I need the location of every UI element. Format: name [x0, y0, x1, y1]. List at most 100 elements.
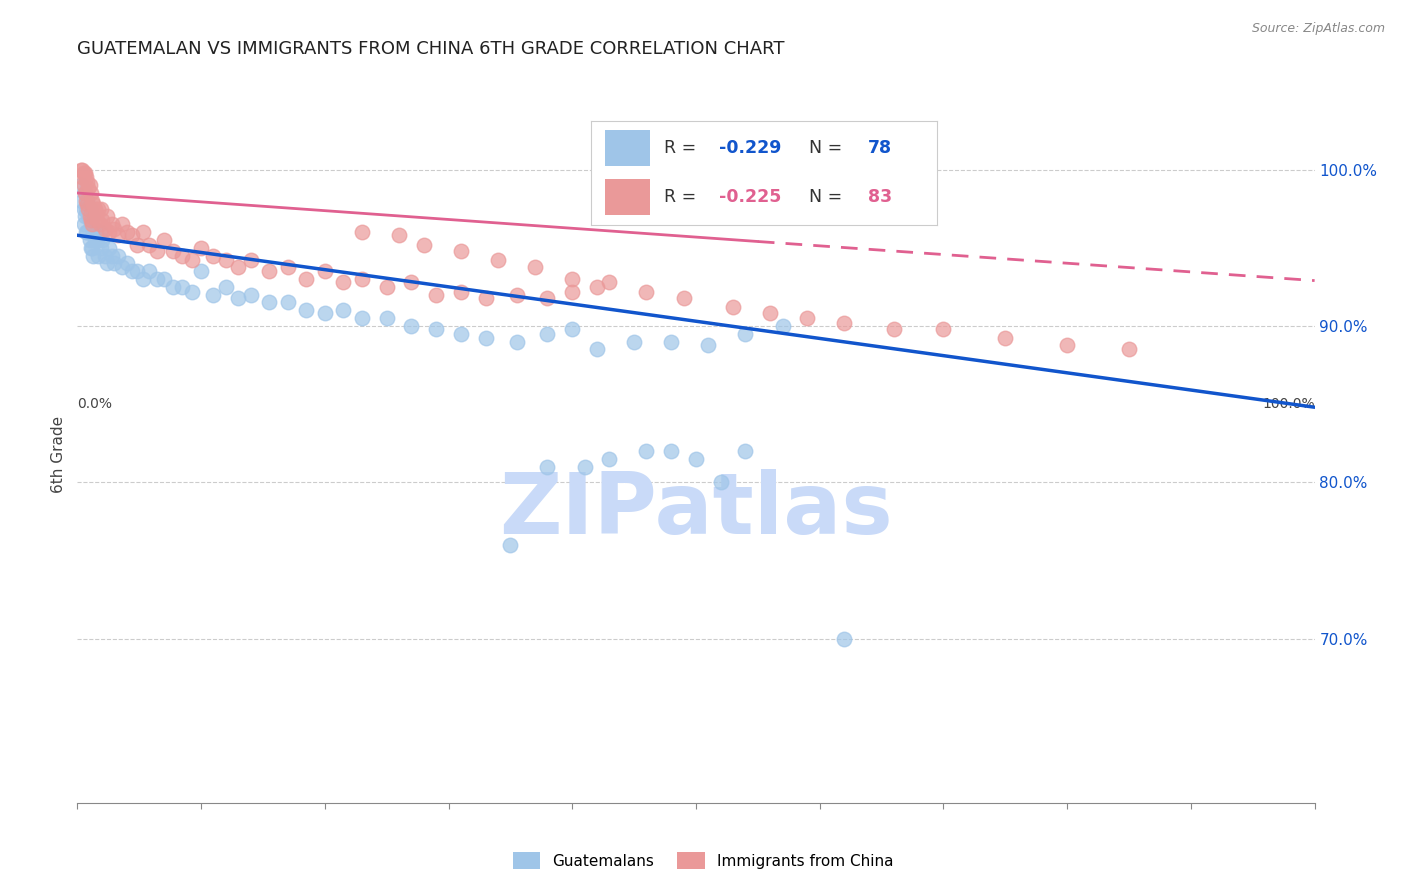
- Point: [172, 249, 194, 263]
- Point: [72, 166, 94, 180]
- Point: [524, 260, 547, 274]
- Point: [796, 311, 818, 326]
- Point: [93, 249, 115, 263]
- Point: [181, 253, 204, 268]
- Point: [350, 272, 373, 286]
- Text: -0.225: -0.225: [718, 188, 782, 206]
- Point: [132, 272, 155, 286]
- Point: [412, 237, 434, 252]
- Point: [96, 210, 118, 224]
- Point: [350, 311, 373, 326]
- Point: [561, 322, 583, 336]
- Point: [93, 222, 115, 236]
- Point: [72, 194, 94, 208]
- Point: [73, 210, 96, 224]
- Point: [375, 280, 398, 294]
- Point: [96, 256, 118, 270]
- Point: [121, 228, 143, 243]
- Point: [598, 451, 620, 466]
- Point: [772, 318, 794, 333]
- Point: [70, 162, 93, 177]
- Point: [80, 217, 103, 231]
- Point: [425, 287, 447, 301]
- Text: R =: R =: [664, 139, 702, 157]
- Point: [84, 206, 107, 220]
- Point: [115, 225, 138, 239]
- Text: 100.0%: 100.0%: [1263, 397, 1315, 411]
- Point: [115, 256, 138, 270]
- Text: ZIPatlas: ZIPatlas: [499, 469, 893, 552]
- Point: [75, 225, 97, 239]
- Point: [79, 233, 101, 247]
- Point: [401, 318, 423, 333]
- Point: [79, 178, 101, 193]
- Point: [239, 287, 262, 301]
- Point: [505, 287, 527, 301]
- Bar: [605, 130, 650, 166]
- Text: N =: N =: [808, 139, 848, 157]
- Point: [153, 233, 176, 247]
- Point: [659, 334, 682, 349]
- Point: [72, 170, 94, 185]
- Point: [86, 233, 108, 247]
- Point: [172, 280, 194, 294]
- Point: [623, 334, 645, 349]
- Point: [84, 225, 107, 239]
- Point: [350, 225, 373, 239]
- Point: [103, 256, 125, 270]
- Point: [153, 272, 176, 286]
- Point: [450, 326, 472, 341]
- Point: [80, 241, 103, 255]
- Point: [257, 264, 280, 278]
- Point: [107, 228, 129, 243]
- Point: [685, 451, 707, 466]
- Point: [561, 272, 583, 286]
- Point: [425, 322, 447, 336]
- Point: [82, 225, 104, 239]
- Point: [636, 444, 658, 458]
- Text: 83: 83: [868, 188, 891, 206]
- Point: [90, 241, 112, 255]
- Point: [499, 538, 522, 552]
- Point: [82, 217, 104, 231]
- Point: [450, 285, 472, 299]
- Point: [103, 222, 125, 236]
- Point: [257, 295, 280, 310]
- Point: [87, 202, 110, 216]
- Point: [107, 249, 129, 263]
- Text: Source: ZipAtlas.com: Source: ZipAtlas.com: [1251, 22, 1385, 36]
- Point: [190, 241, 212, 255]
- Point: [181, 285, 204, 299]
- Point: [73, 186, 96, 200]
- Point: [77, 181, 100, 195]
- Point: [375, 311, 398, 326]
- Point: [598, 275, 620, 289]
- Point: [486, 253, 509, 268]
- Point: [734, 326, 756, 341]
- Point: [76, 225, 98, 239]
- Point: [759, 306, 782, 320]
- Point: [75, 170, 97, 185]
- Point: [138, 237, 160, 252]
- Point: [536, 326, 558, 341]
- Point: [77, 210, 100, 224]
- Point: [450, 244, 472, 258]
- Point: [72, 162, 94, 177]
- Point: [314, 264, 336, 278]
- Point: [111, 217, 134, 231]
- Point: [388, 228, 411, 243]
- Point: [80, 212, 103, 227]
- Point: [76, 194, 98, 208]
- Point: [932, 322, 955, 336]
- Point: [401, 275, 423, 289]
- Point: [332, 303, 354, 318]
- Point: [82, 241, 104, 255]
- Point: [277, 260, 299, 274]
- Point: [73, 166, 96, 180]
- Point: [70, 178, 93, 193]
- Point: [111, 260, 134, 274]
- Bar: [605, 179, 650, 215]
- Point: [636, 285, 658, 299]
- Point: [277, 295, 299, 310]
- Point: [295, 303, 318, 318]
